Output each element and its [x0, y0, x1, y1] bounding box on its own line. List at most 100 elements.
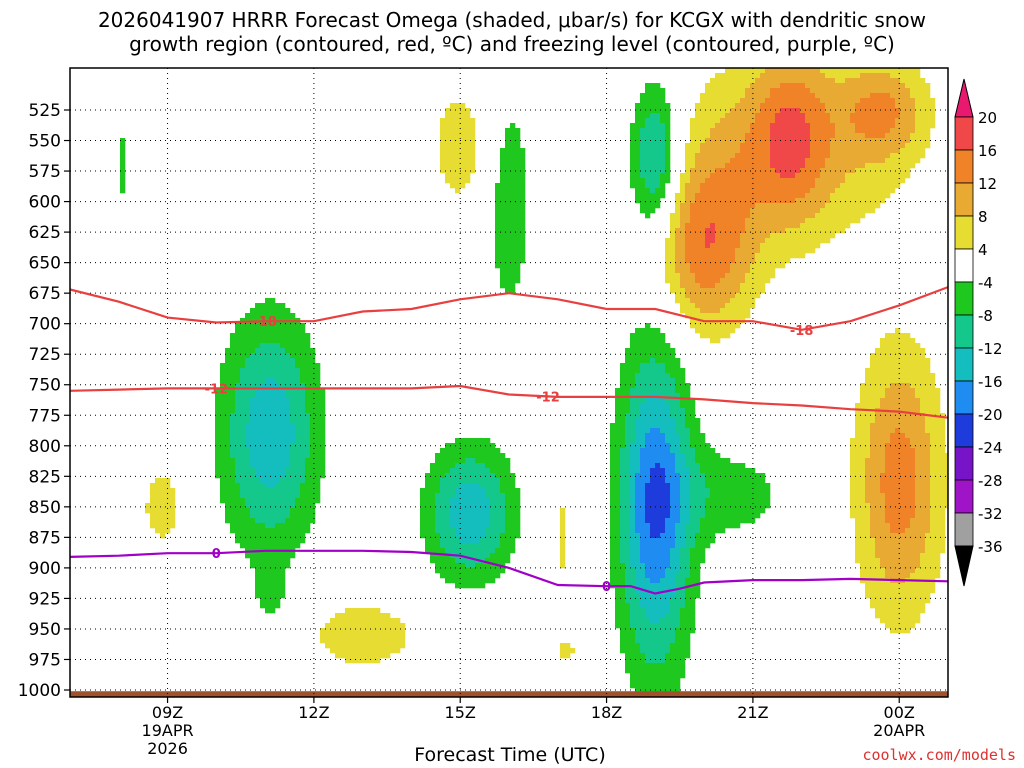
omega-cell: [860, 163, 866, 169]
omega-cell: [905, 148, 911, 154]
omega-cell: [665, 483, 671, 489]
omega-cell: [790, 123, 796, 129]
omega-cell: [270, 388, 276, 394]
omega-cell: [240, 378, 246, 384]
omega-cell: [230, 358, 236, 364]
omega-cell: [665, 108, 671, 114]
omega-cell: [280, 513, 286, 519]
omega-cell: [885, 478, 891, 484]
omega-cell: [310, 513, 316, 519]
omega-cell: [270, 473, 276, 479]
omega-cell: [815, 98, 821, 104]
omega-cell: [765, 263, 771, 269]
omega-cell: [455, 513, 461, 519]
omega-cell: [835, 98, 841, 104]
omega-cell: [840, 103, 846, 109]
omega-cell: [715, 228, 721, 234]
omega-cell: [300, 428, 306, 434]
omega-cell: [710, 203, 716, 209]
omega-cell: [230, 498, 236, 504]
omega-cell: [765, 253, 771, 259]
omega-cell: [645, 103, 651, 109]
omega-cell: [895, 353, 901, 359]
omega-cell: [630, 183, 636, 189]
omega-cell: [260, 428, 266, 434]
omega-cell: [280, 363, 286, 369]
omega-cell: [695, 138, 701, 144]
omega-cell: [160, 498, 166, 504]
omega-cell: [170, 508, 176, 514]
omega-cell: [890, 343, 896, 349]
omega-cell: [920, 118, 926, 124]
omega-cell: [755, 118, 761, 124]
omega-cell: [265, 393, 271, 399]
omega-cell: [500, 283, 506, 289]
omega-cell: [725, 493, 731, 499]
omega-cell: [615, 408, 621, 414]
omega-cell: [640, 128, 646, 134]
omega-cell: [855, 518, 861, 524]
omega-cell: [760, 73, 766, 79]
omega-cell: [765, 123, 771, 129]
omega-cell: [270, 458, 276, 464]
omega-cell: [735, 203, 741, 209]
omega-cell: [890, 458, 896, 464]
omega-cell: [915, 353, 921, 359]
omega-cell: [695, 278, 701, 284]
omega-cell: [945, 483, 949, 489]
omega-cell: [715, 513, 721, 519]
omega-cell: [650, 383, 656, 389]
omega-cell: [700, 268, 706, 274]
omega-cell: [615, 468, 621, 474]
omega-cell: [445, 163, 451, 169]
omega-cell: [255, 468, 261, 474]
omega-cell: [815, 243, 821, 249]
omega-cell: [260, 393, 266, 399]
omega-cell: [680, 403, 686, 409]
omega-cell: [300, 358, 306, 364]
omega-cell: [695, 308, 701, 314]
omega-cell: [230, 473, 236, 479]
omega-cell: [940, 463, 946, 469]
omega-cell: [820, 153, 826, 159]
omega-cell: [760, 273, 766, 279]
omega-cell: [690, 118, 696, 124]
omega-cell: [905, 158, 911, 164]
omega-cell: [820, 173, 826, 179]
omega-cell: [240, 388, 246, 394]
omega-cell: [455, 148, 461, 154]
omega-cell: [670, 508, 676, 514]
omega-cell: [925, 523, 931, 529]
omega-cell: [435, 523, 441, 529]
omega-cell: [860, 398, 866, 404]
omega-cell: [840, 158, 846, 164]
omega-cell: [785, 238, 791, 244]
omega-cell: [440, 518, 446, 524]
omega-cell: [850, 138, 856, 144]
omega-cell: [715, 333, 721, 339]
omega-cell: [240, 413, 246, 419]
omega-cell: [240, 418, 246, 424]
omega-cell: [940, 418, 946, 424]
omega-cell: [720, 268, 726, 274]
omega-cell: [735, 143, 741, 149]
omega-cell: [645, 408, 651, 414]
omega-cell: [500, 478, 506, 484]
omega-cell: [225, 438, 231, 444]
omega-cell: [620, 453, 626, 459]
omega-cell: [270, 418, 276, 424]
omega-cell: [850, 123, 856, 129]
omega-cell: [265, 493, 271, 499]
omega-cell: [285, 493, 291, 499]
omega-cell: [670, 413, 676, 419]
omega-cell: [240, 433, 246, 439]
omega-cell: [855, 118, 861, 124]
omega-cell: [890, 93, 896, 99]
omega-cell: [235, 438, 241, 444]
omega-cell: [225, 378, 231, 384]
omega-cell: [800, 233, 806, 239]
omega-cell: [885, 168, 891, 174]
omega-cell: [755, 218, 761, 224]
omega-cell: [425, 523, 431, 529]
omega-cell: [695, 243, 701, 249]
